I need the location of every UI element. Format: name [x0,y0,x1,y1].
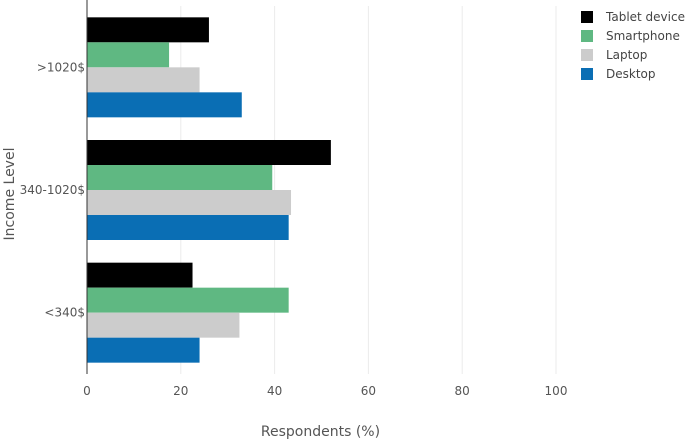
y-tick-label: 340-1020$ [20,183,85,197]
legend-swatch [581,49,593,61]
legend-label: Desktop [606,67,656,81]
x-tick-label: 40 [267,384,282,398]
bar [87,190,292,215]
bar [87,67,200,93]
bar [87,262,193,288]
bar [87,287,289,313]
x-tick-labels: 0 20 40 60 80 100 [83,384,567,398]
x-tick-label: 20 [173,384,188,398]
legend-label: Tablet device [605,10,685,24]
bar [87,165,273,190]
x-axis-title: Respondents (%) [261,424,380,440]
bar [87,215,289,240]
legend-swatch [581,30,593,42]
x-tick-label: 100 [545,384,568,398]
bar [87,92,242,118]
y-tick-labels: >1020$ 340-1020$ <340$ [20,60,85,319]
x-tick-label: 60 [361,384,376,398]
legend: Tablet device Smartphone Laptop Desktop [581,10,685,81]
bars [87,17,331,363]
bar [87,17,209,43]
bar [87,337,200,363]
legend-swatch [581,11,593,23]
bar [87,140,331,165]
bar [87,312,240,338]
legend-label: Smartphone [606,29,680,43]
y-axis-title: Income Level [2,148,18,241]
x-tick-label: 0 [83,384,91,398]
legend-label: Laptop [606,48,647,62]
legend-swatch [581,68,593,80]
y-tick-label: >1020$ [37,60,85,74]
bar [87,42,170,68]
y-tick-label: <340$ [44,306,85,320]
x-tick-label: 80 [455,384,470,398]
